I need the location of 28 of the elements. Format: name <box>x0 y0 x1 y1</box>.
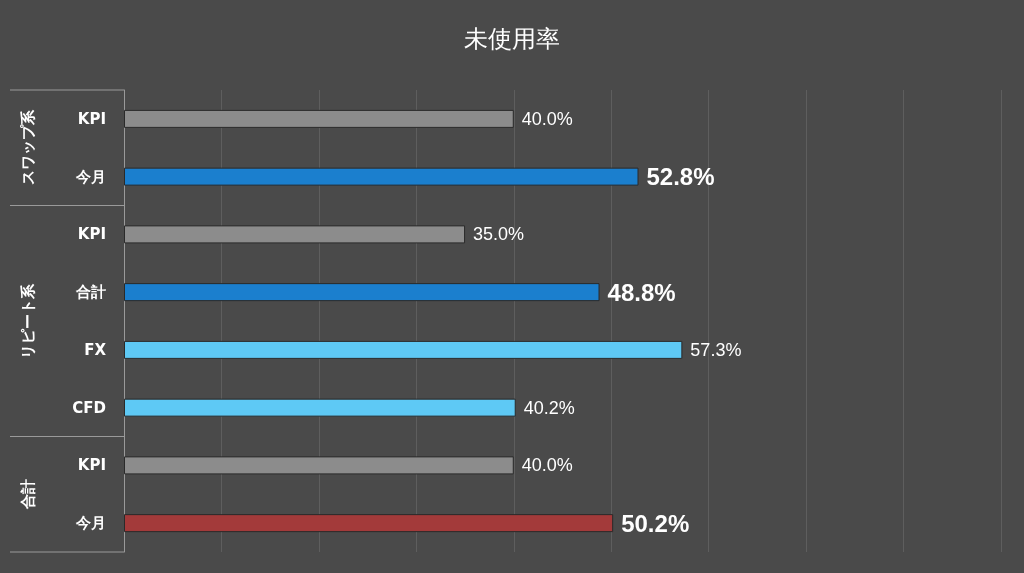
bar <box>124 514 614 533</box>
data-label: 48.8% <box>607 278 676 306</box>
y-tick-label: KPI <box>77 109 106 128</box>
data-label: 40.0% <box>521 455 573 476</box>
bar <box>124 456 514 475</box>
data-label: 35.0% <box>473 224 525 245</box>
data-label: 52.8% <box>646 163 715 191</box>
bar <box>124 283 600 302</box>
bar <box>124 225 466 244</box>
bar <box>124 109 514 128</box>
y-tick-label: 今月 <box>75 167 106 186</box>
text: 合計 <box>19 479 37 511</box>
chart-title: 未使用率 <box>464 25 560 53</box>
y-tick-label: FX <box>84 340 107 359</box>
y-tick-label: 合計 <box>75 283 106 302</box>
data-label: 40.0% <box>521 108 573 129</box>
y-tick-label: CFD <box>72 398 106 417</box>
bar <box>124 398 516 417</box>
text: リピート系 <box>19 282 37 359</box>
bar <box>124 167 639 186</box>
text: スワップ系 <box>19 109 37 186</box>
data-label: 57.3% <box>690 339 742 360</box>
y-tick-label: KPI <box>77 225 106 244</box>
y-tick-label: 今月 <box>75 514 106 533</box>
data-label: 40.2% <box>523 397 575 418</box>
y-tick-label: KPI <box>77 456 106 475</box>
bar <box>124 340 683 359</box>
data-label: 50.2% <box>621 509 690 537</box>
